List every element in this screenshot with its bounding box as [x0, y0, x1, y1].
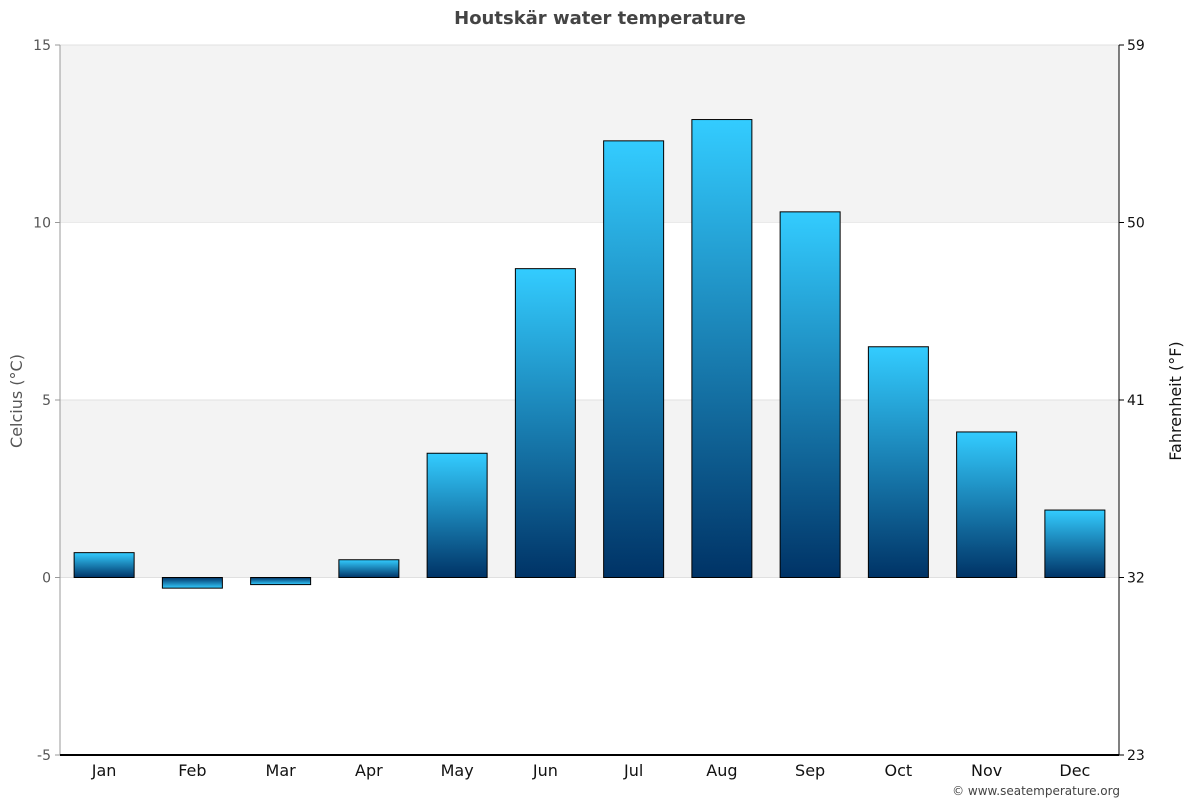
y-tick-label-right: 32: [1127, 571, 1145, 587]
x-tick-label: May: [441, 761, 474, 780]
y-tick-label-left: 5: [42, 393, 51, 409]
credit-text: © www.seatemperature.org: [952, 784, 1120, 798]
bar-sep: [779, 211, 841, 578]
bar-feb: [161, 577, 223, 589]
y-tick-label-right: 41: [1127, 393, 1145, 409]
y-tick-label-right: 59: [1127, 38, 1145, 54]
x-tick-label: Feb: [178, 761, 206, 780]
x-tick-label: Aug: [706, 761, 737, 780]
bar-nov: [956, 431, 1018, 579]
y-axis-label-left: Celcius (°C): [7, 354, 26, 448]
bar-jan: [73, 552, 135, 579]
x-tick-label: Jan: [91, 761, 117, 780]
y-tick-label-left: 15: [33, 38, 51, 54]
bar-oct: [867, 346, 929, 578]
bar-jul: [603, 140, 665, 578]
x-tick-label: Dec: [1059, 761, 1090, 780]
bar-mar: [250, 577, 312, 586]
y-axis-label-right: Fahrenheit (°F): [1166, 341, 1185, 460]
x-tick-label: Jun: [532, 761, 558, 780]
grid-band: [60, 45, 1119, 223]
y-tick-label-left: 0: [42, 571, 51, 587]
bar-apr: [338, 559, 400, 578]
bar-jun: [514, 268, 576, 578]
y-tick-label-left: 10: [33, 216, 51, 232]
bar-may: [426, 452, 488, 578]
x-tick-label: Jul: [623, 761, 643, 780]
x-tick-label: Nov: [971, 761, 1002, 780]
y-tick-label-left: -5: [37, 748, 51, 764]
y-tick-label-right: 23: [1127, 748, 1145, 764]
x-tick-label: Apr: [355, 761, 383, 780]
bar-dec: [1044, 509, 1106, 578]
x-tick-label: Mar: [266, 761, 297, 780]
grid-band: [60, 400, 1119, 578]
chart-title: Houtskär water temperature: [454, 8, 746, 29]
x-tick-label: Oct: [885, 761, 913, 780]
x-tick-label: Sep: [795, 761, 825, 780]
y-tick-label-right: 50: [1127, 216, 1145, 232]
bar-aug: [691, 119, 753, 579]
